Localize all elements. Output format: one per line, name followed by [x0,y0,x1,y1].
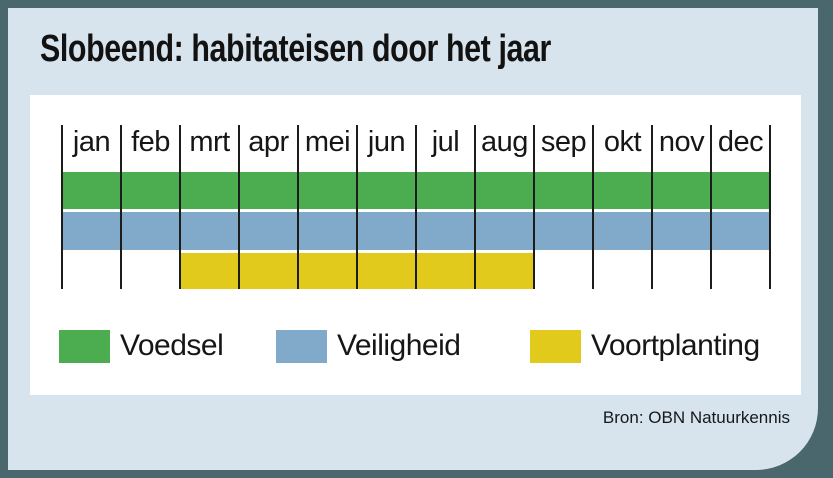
legend-label-voedsel: Voedsel [120,329,224,362]
grid-line [179,125,181,289]
month-label-okt: okt [603,126,642,158]
month-label-apr: apr [248,126,289,158]
legend-item-voortplanting: Voortplanting [530,329,760,363]
chart-panel: jan feb mrt apr mei jun jul aug sep okt nov dec Voe… [30,95,801,395]
month-label-jul: jul [431,126,460,158]
grid-line [356,125,358,289]
month-label-aug: aug [481,126,528,158]
legend-label-veiligheid: Veiligheid [337,329,461,362]
month-label-mrt: mrt [189,126,230,158]
legend-label-voortplanting: Voortplanting [591,329,760,362]
month-label-jun: jun [367,126,406,158]
grid-line [533,125,535,289]
month-label-sep: sep [540,126,587,158]
grid-line [769,125,771,289]
infographic-card: Slobeend: habitateisen door het jaar jan… [8,8,818,470]
month-label-feb: feb [131,126,170,158]
month-label-jan: jan [72,126,111,158]
grid-line [61,125,63,289]
legend-swatch-voortplanting [530,329,581,363]
legend-swatch-veiligheid [276,329,327,363]
grid-line [710,125,712,289]
page-title: Slobeend: habitateisen door het jaar [40,28,551,70]
grid-line [651,125,653,289]
grid-line [592,125,594,289]
legend-item-veiligheid: Veiligheid [276,329,461,363]
month-label-mei: mei [304,126,351,158]
grid-line [238,125,240,289]
legend-swatch-voedsel [59,329,110,363]
source-text: Bron: OBN Natuurkennis [602,408,790,427]
month-label-dec: dec [717,126,764,158]
grid-line [474,125,476,289]
grid-line [120,125,122,289]
grid-line [415,125,417,289]
grid-line [297,125,299,289]
month-label-nov: nov [658,126,705,158]
legend-item-voedsel: Voedsel [59,329,224,363]
